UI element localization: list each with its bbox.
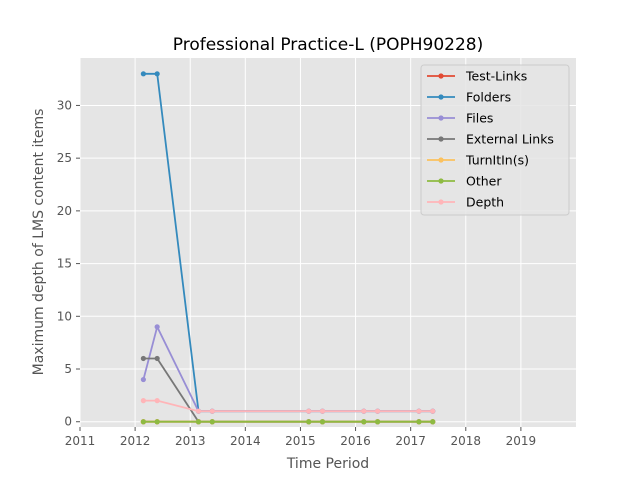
series-line — [143, 399, 433, 413]
legend-marker — [438, 115, 444, 121]
chart-title: Professional Practice-L (POPH90228) — [173, 35, 484, 55]
series-other — [140, 419, 436, 425]
x-tick-label: 2013 — [175, 434, 206, 448]
legend-marker — [438, 178, 444, 184]
legend-label: Folders — [466, 90, 511, 105]
legend-label: TurnItIn(s) — [465, 153, 529, 168]
x-tick-label: 2018 — [451, 434, 482, 448]
legend-label: Depth — [466, 195, 504, 210]
legend-label: Files — [466, 111, 493, 126]
legend-box — [420, 64, 570, 216]
legend-marker — [438, 199, 444, 205]
y-tick-label: 25 — [57, 151, 72, 165]
legend-item: Files — [427, 111, 493, 126]
legend-marker — [438, 157, 444, 163]
data-point — [306, 419, 312, 425]
data-point — [416, 419, 422, 425]
legend-marker — [438, 136, 444, 142]
legend-label: Other — [466, 174, 502, 189]
x-tick-label: 2012 — [120, 434, 151, 448]
data-point — [209, 408, 215, 414]
series-depth — [140, 398, 436, 414]
data-point — [430, 408, 436, 414]
x-tick-label: 2015 — [285, 434, 316, 448]
data-point — [209, 419, 215, 425]
data-point — [361, 419, 367, 425]
data-point — [430, 419, 436, 425]
legend-item: Test-Links — [427, 69, 527, 84]
legend-item: TurnItIn(s) — [427, 153, 529, 168]
axis-ticks: 2011 2012 2013 2014 2015 2016 2017 2018 20190510… — [57, 98, 536, 448]
data-point — [140, 419, 146, 425]
data-point — [416, 408, 422, 414]
x-tick-label: 2016 — [340, 434, 371, 448]
data-point — [154, 398, 160, 404]
y-tick-label: 15 — [57, 257, 72, 271]
legend: Test-Links Folders Files External Links Turn… — [420, 64, 570, 216]
y-tick-label: 5 — [64, 362, 72, 376]
x-axis-label: Time Period — [286, 456, 369, 472]
data-point — [154, 355, 160, 362]
data-point — [154, 71, 160, 77]
series-layer — [140, 71, 436, 425]
y-axis-label: Maximum depth of LMS content items — [31, 109, 47, 376]
y-tick-label: 20 — [57, 204, 72, 218]
data-point — [195, 408, 202, 414]
data-point — [154, 324, 160, 330]
data-point — [154, 419, 160, 425]
legend-marker — [438, 94, 444, 100]
legend-marker — [438, 73, 444, 79]
data-point — [306, 408, 312, 414]
y-tick-label: 10 — [57, 309, 72, 323]
legend-item: Folders — [427, 90, 511, 105]
legend-label: External Links — [466, 132, 554, 147]
data-point — [361, 408, 367, 414]
data-point — [319, 419, 326, 425]
x-tick-label: 2017 — [395, 434, 426, 448]
data-point — [140, 71, 146, 77]
x-tick-label: 2019 — [506, 434, 537, 448]
data-point — [140, 355, 146, 362]
data-point — [140, 398, 146, 404]
legend-item: Depth — [427, 195, 504, 210]
legend-item: Other — [427, 174, 502, 189]
data-point — [375, 419, 381, 425]
data-point — [375, 408, 381, 414]
legend-label: Test-Links — [465, 69, 527, 84]
legend-item: External Links — [427, 132, 554, 147]
data-point — [195, 419, 202, 425]
x-tick-label: 2014 — [230, 434, 261, 448]
y-tick-label: 0 — [64, 415, 72, 429]
data-point — [140, 376, 146, 383]
data-point — [319, 408, 326, 414]
y-tick-label: 30 — [57, 98, 72, 112]
x-tick-label: 2011 — [65, 434, 96, 448]
